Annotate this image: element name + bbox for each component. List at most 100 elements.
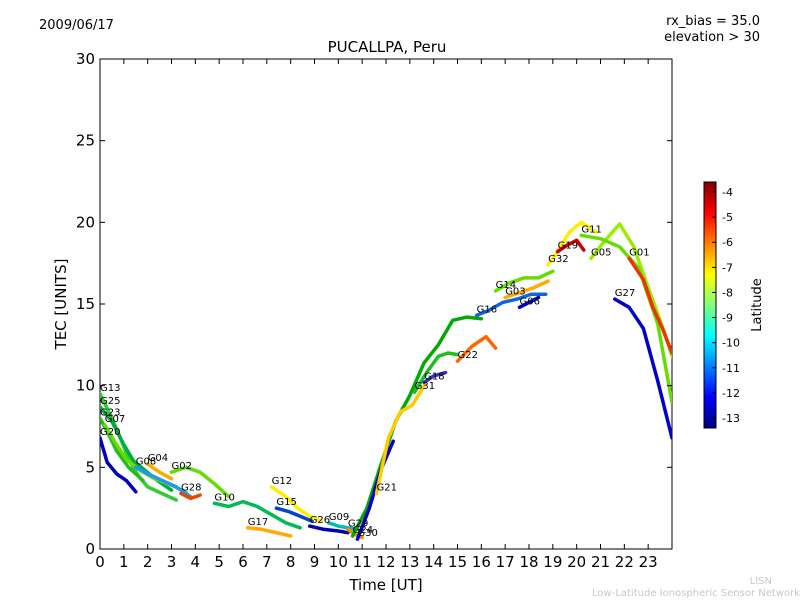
series-label-g30: G30 <box>357 528 377 539</box>
series-line-g16 <box>474 292 548 318</box>
x-tick-label: 1 <box>119 553 129 571</box>
series-label-g12: G12 <box>272 476 292 487</box>
series-label-g28: G28 <box>181 483 201 494</box>
series-label-g27: G27 <box>615 288 635 299</box>
y-tick-label: 15 <box>76 295 95 313</box>
x-tick-label: 23 <box>639 553 658 571</box>
series-line-g21 <box>374 383 426 496</box>
series-label-g23: G23 <box>100 407 120 418</box>
x-tick-label: 22 <box>615 553 634 571</box>
series-line-g02 <box>169 465 231 499</box>
x-axis-label: Time [UT] <box>348 576 422 594</box>
series-line-g08 <box>134 465 193 499</box>
x-tick-label: 16 <box>472 553 491 571</box>
x-tick-label: 2 <box>143 553 153 571</box>
chart-title: PUCALLPA, Peru <box>327 38 447 56</box>
series-label-g25: G25 <box>100 396 120 407</box>
series-line-g18 <box>422 370 448 385</box>
series-label-g15: G15 <box>276 497 296 508</box>
series-line-g09 <box>327 521 360 532</box>
x-tick-label: 15 <box>448 553 467 571</box>
colorbar-tick-label: -13 <box>722 412 740 425</box>
series-label-g21: G21 <box>377 483 397 494</box>
series-line-g04 <box>145 462 174 481</box>
series-line-g10 <box>212 499 302 530</box>
footer-network-abbrev: LISN <box>749 576 772 587</box>
series-line-g28 <box>179 491 202 501</box>
series-label-g19: G19 <box>558 241 578 252</box>
x-tick-label: 4 <box>191 553 201 571</box>
y-tick-label: 30 <box>76 50 95 68</box>
series-label-g08: G08 <box>136 456 156 467</box>
x-tick-label: 5 <box>214 553 224 571</box>
series-line-g24 <box>350 315 484 538</box>
series-line-g06 <box>517 295 541 310</box>
series-line-g31 <box>412 351 460 394</box>
series-line-g26 <box>307 524 350 535</box>
series-line-g27 <box>613 297 672 440</box>
x-tick-label: 20 <box>567 553 586 571</box>
colorbar-tick-label: -8 <box>722 286 733 299</box>
series-line-g01 <box>627 256 672 355</box>
series-line-g30 <box>355 439 395 541</box>
series-line-g17 <box>246 526 293 538</box>
x-tick-label: 9 <box>310 553 320 571</box>
x-tick-label: 8 <box>286 553 296 571</box>
colorbar: -4 -5 -6 -7 -8 -9 -10 -11 -12 -13 <box>703 181 740 429</box>
series-label-g18: G18 <box>424 371 444 382</box>
series-label-g26: G26 <box>310 515 330 526</box>
x-tick-label: 17 <box>496 553 515 571</box>
x-tick-label: 7 <box>262 553 272 571</box>
colorbar-tick-label: -5 <box>722 211 733 224</box>
series-label-g20: G20 <box>100 427 120 438</box>
series-label-g03: G03 <box>505 287 525 298</box>
y-tick-label: 0 <box>85 540 95 558</box>
series-label-g04: G04 <box>148 453 168 464</box>
x-tick-label: 10 <box>329 553 348 571</box>
series-label-g17: G17 <box>248 517 268 528</box>
colorbar-tick-label: -12 <box>722 387 740 400</box>
series-label-g07: G07 <box>105 414 125 425</box>
series-label-g05: G05 <box>591 247 611 258</box>
x-tick-label: 11 <box>353 553 372 571</box>
x-tick-label: 6 <box>238 553 248 571</box>
x-tick-label: 21 <box>591 553 610 571</box>
series-label-g16: G16 <box>477 304 497 315</box>
series-line-g14 <box>493 269 555 293</box>
series-line-g03 <box>503 279 550 300</box>
x-tick-label: 0 <box>95 553 105 571</box>
y-tick-label: 10 <box>76 377 95 395</box>
series-label-g09: G09 <box>329 512 349 523</box>
colorbar-tick-label: -7 <box>722 261 733 274</box>
colorbar-label: Latitude <box>750 278 765 332</box>
series-label-g24: G24 <box>353 525 373 536</box>
x-tick-label: 19 <box>543 553 562 571</box>
elevation-label: elevation > 30 <box>664 30 760 45</box>
series-label-g22: G22 <box>458 350 478 361</box>
series-label-g32: G32 <box>548 254 568 265</box>
series-line-g13 <box>100 392 179 502</box>
series-label-g06: G06 <box>520 296 540 307</box>
series-label-g01: G01 <box>629 247 649 258</box>
series-label-g02: G02 <box>172 461 192 472</box>
x-tick-label: 13 <box>400 553 419 571</box>
colorbar-gradient <box>703 181 717 429</box>
y-tick-label: 5 <box>85 458 95 476</box>
series-label-g29: G29 <box>348 518 368 529</box>
colorbar-tick-label: -4 <box>722 186 733 199</box>
series-line-g15 <box>274 506 314 523</box>
series-label-g10: G10 <box>214 492 234 503</box>
y-tick-label: 25 <box>76 132 95 150</box>
x-tick-label: 14 <box>424 553 443 571</box>
y-axis-label: TEC [UNITS] <box>52 259 70 351</box>
colorbar-tick-label: -9 <box>722 312 733 325</box>
footer-network-name: Low-Latitude Ionospheric Sensor Network <box>592 588 800 599</box>
x-tick-label: 18 <box>519 553 538 571</box>
colorbar-tick-label: -6 <box>722 236 733 249</box>
y-tick-label: 20 <box>76 213 95 231</box>
colorbar-tick-label: -11 <box>722 362 740 375</box>
series-line-g22 <box>455 334 498 363</box>
series-line-g19 <box>555 238 586 254</box>
